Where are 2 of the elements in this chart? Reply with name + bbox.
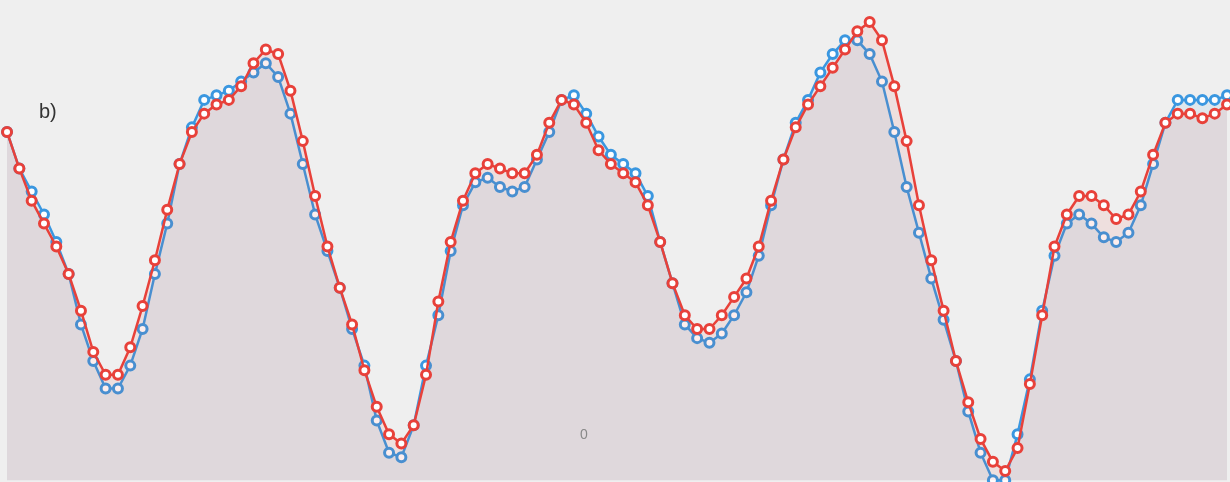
annotation: b) <box>39 100 57 122</box>
annotation: 0 <box>580 426 588 442</box>
